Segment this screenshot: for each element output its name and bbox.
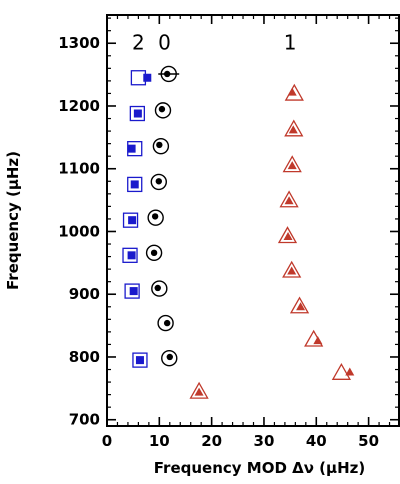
model-dot-marker [155, 178, 162, 185]
observed-triangle-marker [189, 381, 209, 399]
x-tick-label: 50 [358, 432, 379, 450]
model-dot-marker [154, 284, 161, 292]
model-square-marker [135, 356, 144, 365]
filled-markers [127, 70, 355, 396]
plot-frame [106, 14, 400, 427]
x-axis-title: Frequency MOD Δν (μHz) [154, 459, 365, 477]
model-square-marker [128, 216, 137, 225]
observed-circle-marker [147, 209, 164, 226]
model-square-marker [127, 251, 136, 260]
model-triangle-marker [283, 232, 293, 241]
y-tick-label: 1300 [58, 34, 100, 52]
y-tick-label: 1200 [58, 97, 100, 115]
model-dot-marker [150, 249, 158, 257]
x-tick-label: 0 [102, 432, 112, 450]
observed-triangle-marker [284, 119, 304, 137]
observed-circle-marker [150, 173, 167, 191]
ridge-label-2: 2 [132, 31, 145, 55]
observed-circle-marker [160, 65, 177, 83]
observed-square-marker [132, 352, 148, 368]
observed-circle-marker [151, 280, 168, 297]
model-triangle-marker [194, 387, 204, 396]
model-dot-marker [163, 319, 171, 327]
y-tick-label: 1000 [58, 222, 100, 240]
observed-square-marker [122, 247, 138, 263]
model-triangle-marker [284, 196, 294, 205]
observed-circle-marker [145, 244, 163, 262]
observed-triangle-marker [331, 362, 352, 380]
model-square-marker [127, 144, 136, 153]
model-dot-marker [163, 70, 171, 78]
observed-triangle-marker [279, 190, 299, 208]
model-square-marker [129, 287, 138, 296]
model-dot-marker [156, 141, 163, 149]
observed-circle-marker [152, 137, 170, 155]
observed-square-marker [127, 176, 143, 193]
model-triangle-marker [296, 302, 306, 311]
observed-triangle-marker [282, 155, 302, 173]
x-tick-label: 10 [149, 432, 170, 450]
model-triangle-marker [287, 161, 297, 170]
model-square-marker [143, 73, 152, 82]
observed-triangle-marker [277, 226, 298, 244]
model-triangle-marker [287, 266, 297, 275]
y-tick-label: 700 [69, 411, 100, 429]
model-dot-marker [158, 105, 166, 113]
model-dot-marker [151, 213, 159, 220]
y-tick-label: 900 [69, 285, 100, 303]
open-markers [122, 65, 352, 399]
ridge-label-1: 1 [284, 31, 297, 55]
model-triangle-marker [313, 336, 323, 345]
observed-triangle-marker [289, 296, 310, 314]
observed-circle-marker [154, 102, 172, 119]
model-triangle-marker [345, 367, 355, 376]
y-axis-title: Frequency (μHz) [4, 151, 22, 290]
y-tick-label: 1100 [58, 160, 100, 178]
observed-circle-marker [157, 314, 174, 332]
observed-square-marker [124, 283, 140, 299]
model-dot-marker [166, 353, 173, 361]
x-tick-label: 40 [306, 432, 327, 450]
observed-square-marker [122, 212, 139, 228]
observed-circle-marker [161, 350, 178, 367]
model-square-marker [133, 109, 142, 118]
model-triangle-marker [288, 125, 298, 134]
x-tick-label: 30 [254, 432, 275, 450]
observed-triangle-marker [282, 260, 302, 278]
model-triangle-marker [287, 87, 297, 96]
observed-square-marker [129, 105, 145, 122]
model-square-marker [130, 180, 139, 189]
x-tick-label: 20 [201, 432, 222, 450]
y-tick-label: 800 [69, 348, 100, 366]
ridge-label-0: 0 [158, 31, 171, 55]
